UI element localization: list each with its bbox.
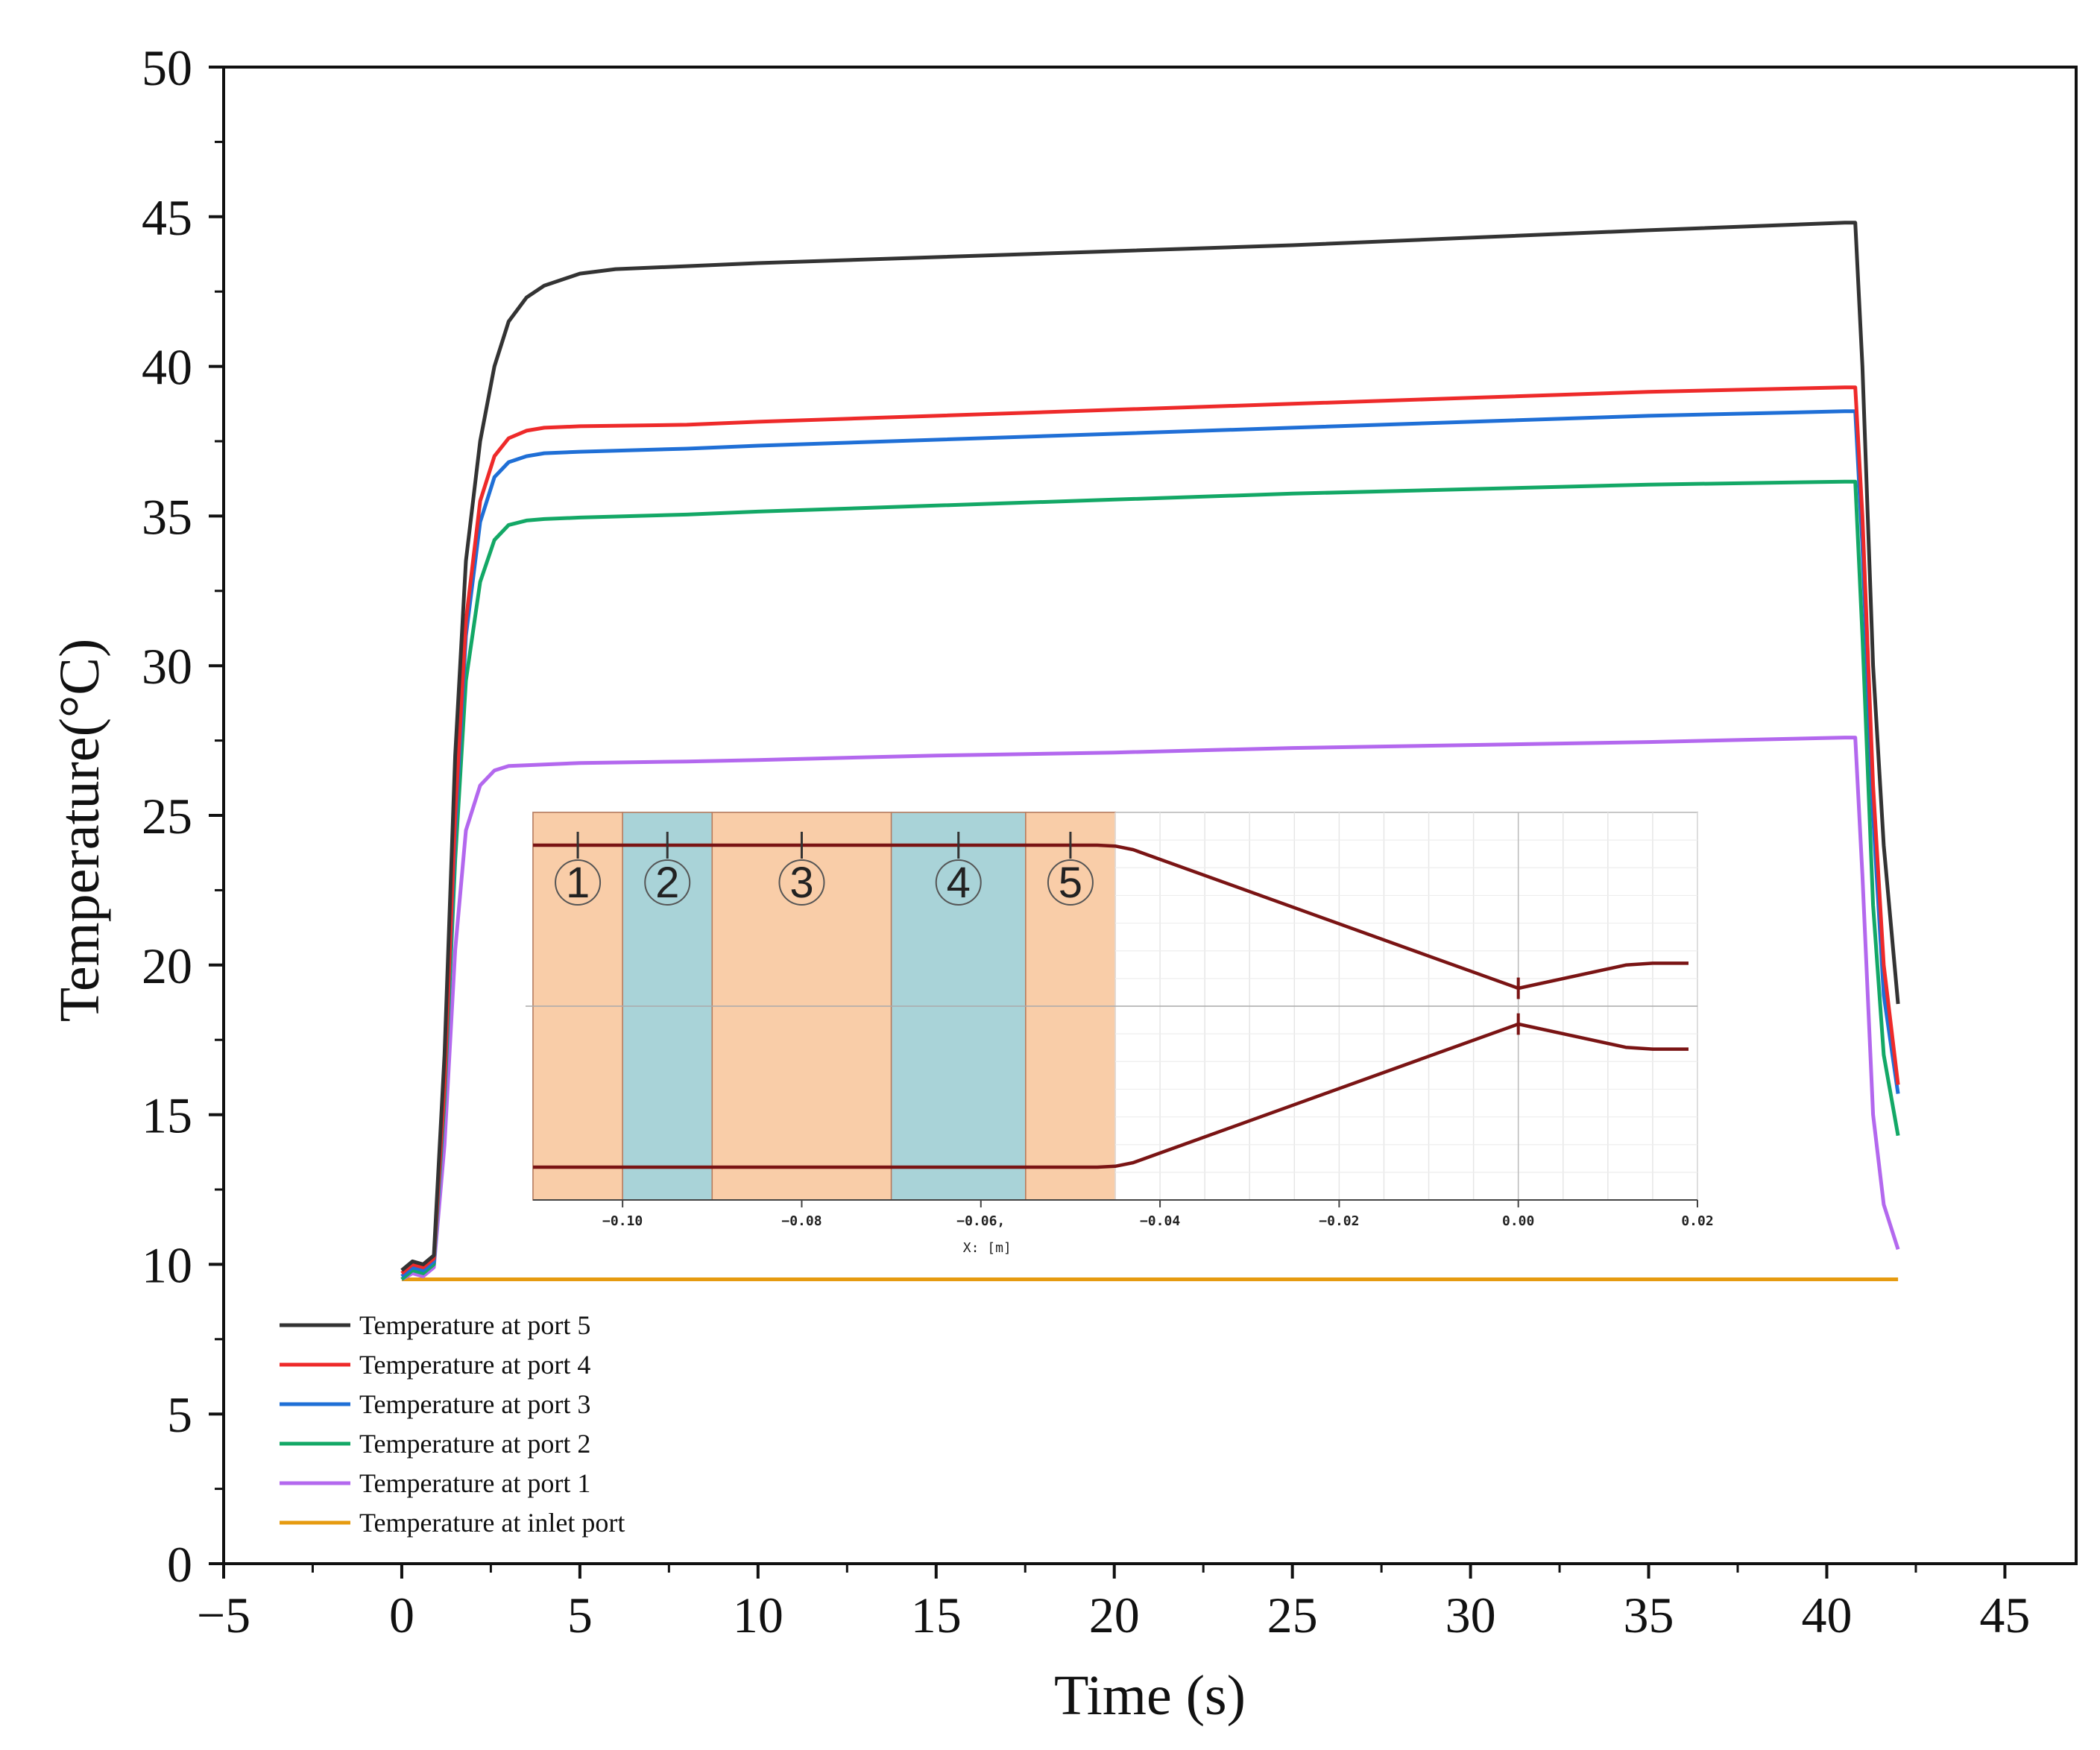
series-line	[400, 736, 1900, 1281]
y-tick-label: 5	[167, 1386, 192, 1443]
x-tick-label: 5	[567, 1587, 593, 1643]
legend-label: Temperature at port 5	[359, 1310, 590, 1340]
x-tick-label: 40	[1801, 1587, 1852, 1643]
inset-x-tick-label: 0.02	[1681, 1213, 1713, 1229]
y-tick-label: 25	[142, 788, 192, 844]
inset-port-circle	[778, 859, 825, 906]
y-tick-label: 10	[142, 1236, 192, 1293]
inset-port-circle	[1047, 859, 1094, 906]
legend-label: Temperature at inlet port	[359, 1508, 625, 1538]
y-axis-title: Temperature(°C)	[48, 639, 111, 1023]
inset-x-tick-label: −0.04	[1140, 1213, 1180, 1229]
x-tick-label: 45	[1979, 1587, 2030, 1643]
y-tick-label: 45	[142, 189, 192, 246]
inset-x-tick-label: −0.06,	[956, 1213, 1005, 1229]
y-tick-label: 30	[142, 638, 192, 695]
inset-port-number: 5	[1059, 859, 1082, 907]
inset-port-circle	[644, 859, 691, 906]
inset-profile	[533, 843, 1688, 991]
series-layer	[400, 221, 1900, 1281]
inset-profile	[533, 1022, 1688, 1169]
inset-ticks: −0.10 −0.08 −0.06, −0.04 −0.02 0.00 0.02	[533, 1199, 1714, 1229]
x-tick-label: 15	[911, 1587, 962, 1643]
inset-port-number: 4	[947, 859, 971, 907]
inset-x-tick-label: −0.08	[781, 1213, 822, 1229]
x-tick-label: 35	[1624, 1587, 1674, 1643]
y-tick-label: 40	[142, 339, 192, 396]
legend-label: Temperature at port 3	[359, 1389, 590, 1419]
legend-label: Temperature at port 4	[359, 1350, 590, 1380]
legend-label: Temperature at port 1	[359, 1468, 590, 1498]
inset-x-tick-label: −0.02	[1319, 1213, 1359, 1229]
x-tick-label: 30	[1445, 1587, 1496, 1643]
y-tick-label: 0	[167, 1536, 192, 1593]
inset-port-circle	[935, 859, 982, 906]
series-line	[400, 221, 1900, 1272]
inset-x-tick-label: 0.00	[1502, 1213, 1534, 1229]
x-tick-label: 20	[1089, 1587, 1140, 1643]
inset-port-number: 3	[789, 859, 813, 907]
y-tick-label: 15	[142, 1087, 192, 1144]
inset-port-number: 2	[655, 859, 679, 907]
x-tick-label: 0	[389, 1587, 414, 1643]
x-tick-label: 10	[733, 1587, 783, 1643]
y-tick-label: 50	[142, 40, 192, 96]
y-tick-label: 35	[142, 488, 192, 545]
inset-port-number: 1	[566, 859, 590, 907]
x-tick-label: 25	[1267, 1587, 1318, 1643]
inset-chart: 1 2 3 4 5 −0.10 −0.08 −0.06, −0.04 −0.02 0.00 0.02…	[526, 812, 1714, 1256]
legend: Temperature at port 5 Temperature at port…	[280, 1310, 625, 1538]
inset-x-tick-label: −0.10	[602, 1213, 643, 1229]
x-tick-label: −5	[197, 1587, 250, 1643]
x-axis-title: Time (s)	[1054, 1664, 1246, 1727]
inset-profiles: 1 2 3 4 5	[533, 832, 1688, 1169]
inset-port-circle	[555, 859, 602, 906]
legend-label: Temperature at port 2	[359, 1429, 590, 1459]
inset-x-axis-label: X: [m]	[963, 1240, 1012, 1256]
y-tick-label: 20	[142, 938, 192, 994]
